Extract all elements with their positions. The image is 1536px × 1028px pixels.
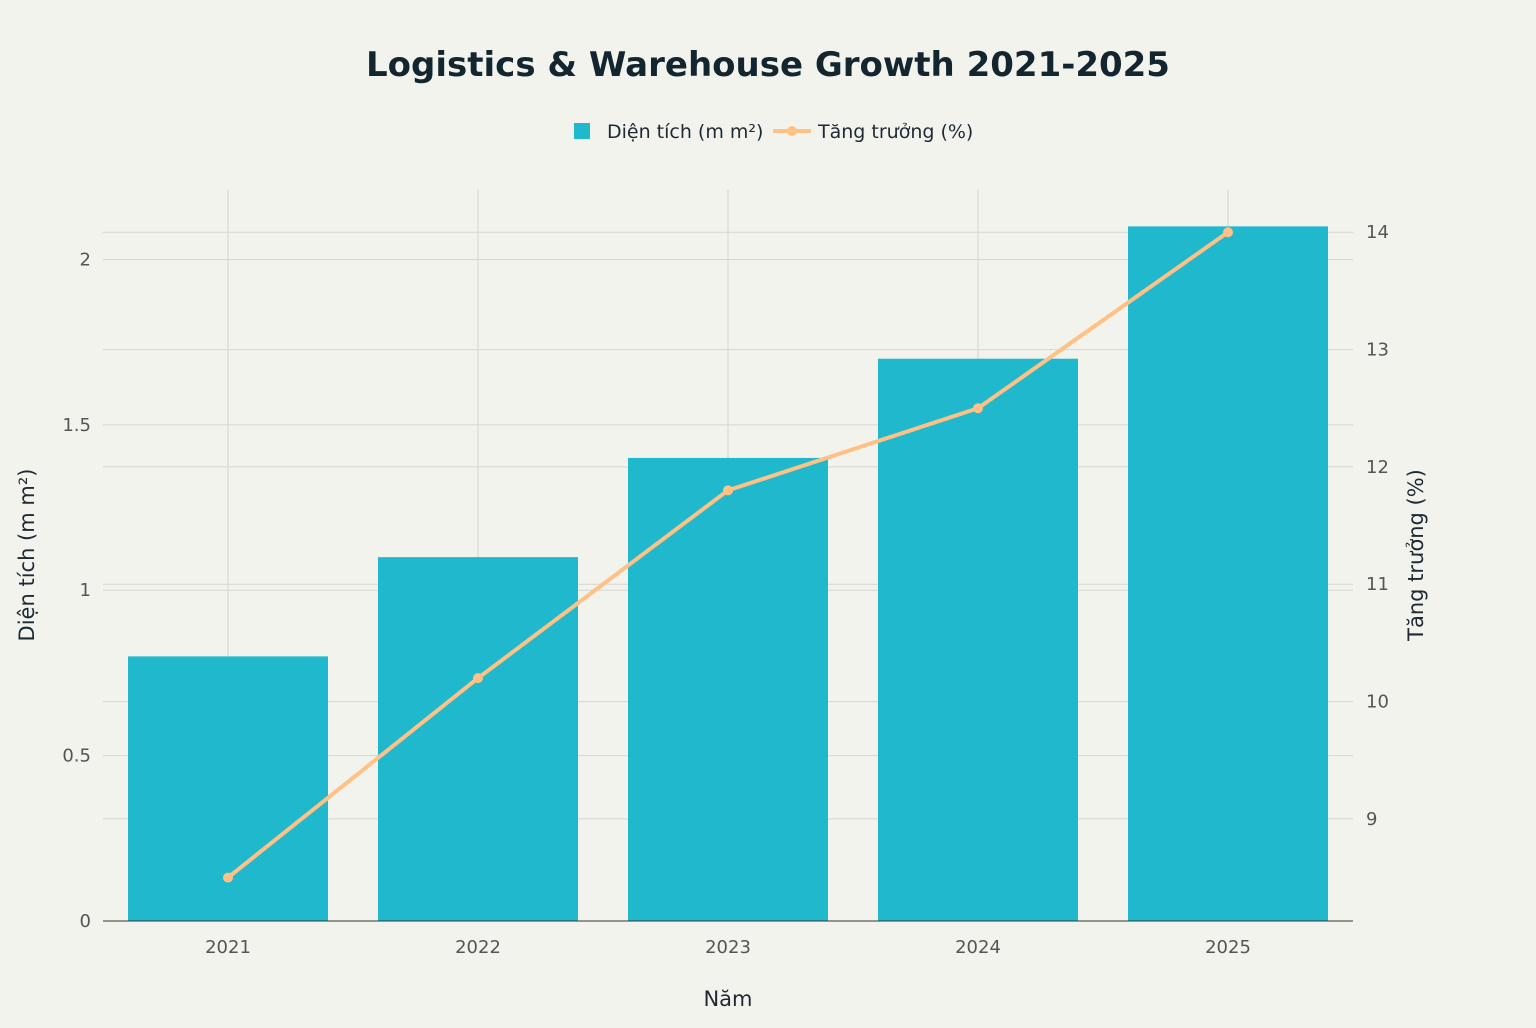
legend-line-label: Tăng trưởng (%)	[817, 121, 973, 143]
bars	[128, 226, 1328, 921]
y-tick-label: 0.5	[62, 746, 91, 767]
y2-tick-label: 10	[1366, 692, 1389, 713]
legend-bar-swatch	[574, 123, 590, 139]
y2-tick-label: 11	[1366, 574, 1389, 595]
growth-point-2021	[223, 872, 233, 883]
bar-2022	[378, 557, 578, 921]
growth-point-2023	[723, 485, 733, 496]
y-tick-label: 0	[80, 911, 91, 932]
y2-tick-label: 13	[1366, 340, 1389, 361]
y-tick-label: 2	[80, 249, 91, 270]
x-tick-label: 2023	[705, 937, 751, 958]
bar-2024	[878, 358, 1078, 921]
growth-point-2025	[1223, 227, 1233, 238]
x-tick-label: 2022	[455, 937, 501, 958]
chart-title: Logistics & Warehouse Growth 2021-2025	[366, 45, 1170, 85]
x-tick-label: 2025	[1205, 937, 1251, 958]
growth-point-2024	[973, 403, 983, 414]
y2-tick-label: 14	[1366, 222, 1389, 243]
y-tick-label: 1	[80, 580, 91, 601]
y2-tick-label: 12	[1366, 457, 1389, 478]
y2-axis-title: Tăng trưởng (%)	[1404, 469, 1428, 642]
y2-tick-label: 9	[1366, 809, 1377, 830]
growth-point-2022	[473, 673, 483, 684]
legend-line-marker	[787, 126, 797, 136]
x-tick-label: 2024	[955, 937, 1001, 958]
x-axis-title: Năm	[703, 987, 752, 1011]
bar-2023	[628, 457, 828, 921]
growth-line	[223, 227, 1233, 883]
y-tick-label: 1.5	[62, 415, 91, 436]
y-axis-title: Diện tích (m m²)	[15, 469, 39, 642]
x-tick-label: 2021	[205, 937, 251, 958]
legend-bar-label: Diện tích (m m²)	[607, 121, 763, 143]
legend: Diện tích (m m²) Tăng trưởng (%)	[574, 121, 973, 143]
tick-labels: 2021 2022 2023 2024 2025 0 0.5 1 1.5 2 9 10 11 12 13 14	[62, 222, 1389, 958]
bar-2025	[1128, 226, 1328, 921]
